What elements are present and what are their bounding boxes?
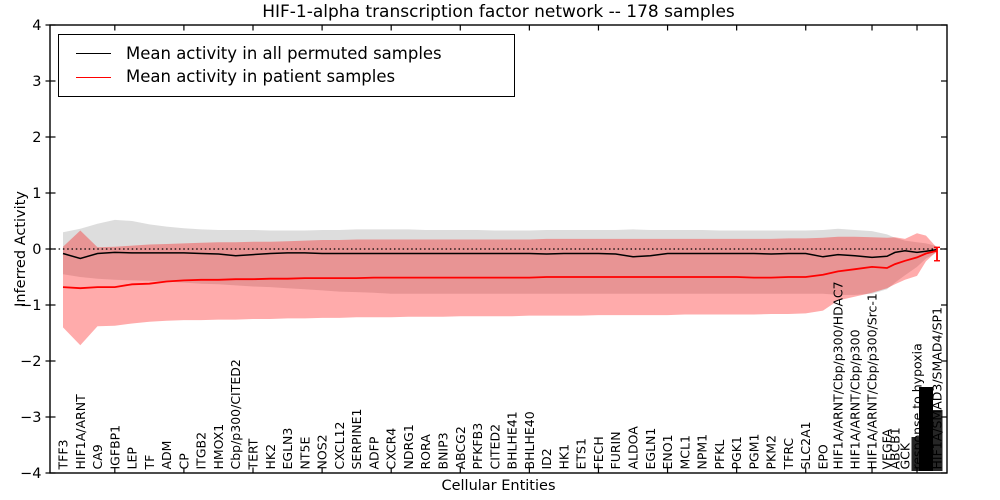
x-tick-label: BHLHE41 (505, 411, 520, 469)
x-tick-label: Cbp/p300/CITED2 (228, 359, 243, 469)
chart-title: HIF-1-alpha transcription factor network… (262, 2, 735, 22)
x-tick-label: ABCG2 (453, 426, 468, 469)
y-tick-label: 3 (32, 74, 41, 90)
x-tick-label: CXCL12 (332, 422, 347, 470)
x-tick-label: HIF1A/ARNT (73, 394, 88, 470)
x-tick-label: HIF1A/ARNT/Cbp/p300 (848, 329, 863, 469)
x-tick-label: HK1 (556, 444, 571, 470)
x-tick-label: IGFBP1 (107, 425, 122, 470)
y-axis-label: Inferred Activity (13, 191, 29, 307)
x-tick-label: TF (142, 455, 157, 471)
x-tick-label: PKM2 (764, 435, 779, 469)
x-tick-label: FECH (591, 436, 606, 469)
legend-line-sample-red (76, 76, 111, 78)
x-tick-label: PFKFB3 (470, 423, 485, 470)
y-tick-label: 0 (32, 242, 41, 258)
x-tick-label: HIF1A/ARNT/Cbp/p300/HDAC7 (831, 281, 846, 469)
x-tick-label: CXCR4 (384, 428, 399, 470)
x-tick-label: SERPINE1 (349, 409, 364, 470)
y-tick-label: 1 (32, 186, 41, 202)
patient-mean-line (62, 249, 938, 290)
x-tick-label: VEGFA (880, 428, 895, 469)
x-tick-label: TERT (246, 438, 261, 470)
x-tick-label: MCL1 (677, 435, 692, 469)
label-overprint (931, 410, 943, 471)
x-tick-label: HIF1A/ARNT/Cbp/p300/Src-1 (865, 293, 880, 469)
x-tick-label: PFKL (712, 440, 727, 470)
x-tick-label: LEP (125, 447, 140, 470)
unreadable-label-blob (919, 387, 933, 471)
x-tick-label: ABCB1 (888, 427, 903, 469)
x-tick-label: NT5E (297, 437, 312, 470)
y-tick-label: −1 (20, 298, 41, 314)
x-tick-label: SLC2A1 (798, 421, 813, 469)
x-tick-label: CA9 (90, 444, 105, 469)
x-tick-label: ID2 (539, 448, 554, 469)
x-axis-label: Cellular Entities (441, 478, 556, 494)
x-tick-label: BNIP3 (436, 432, 451, 469)
x-tick-label: CP (176, 453, 191, 470)
x-tick-label: ADM (159, 441, 174, 470)
x-tick-label: ENO1 (660, 434, 675, 469)
x-tick-label: RORA (418, 434, 433, 470)
x-tick-label: TFF3 (56, 440, 71, 471)
y-tick-label: −2 (20, 354, 41, 370)
x-tick-label: GCK (898, 442, 913, 469)
x-tick-label: EGLN1 (643, 428, 658, 470)
permuted-mean-line (62, 248, 938, 260)
y-tick-label: −3 (20, 410, 41, 426)
y-tick-label: 2 (32, 130, 41, 146)
y-tick-label: 4 (32, 18, 41, 34)
x-tick-label: NDRG1 (401, 424, 416, 469)
x-tick-label: NOS2 (315, 434, 330, 469)
x-tick-label: ITGB2 (194, 432, 209, 470)
x-tick-label: HMOX1 (211, 424, 226, 470)
legend-line-sample-black (76, 53, 111, 55)
y-tick-label: −4 (20, 466, 41, 482)
legend: Mean activity in all permuted samples Me… (58, 34, 515, 97)
x-tick-label: ALDOA (626, 426, 641, 470)
x-tick-label: EGLN3 (280, 428, 295, 470)
legend-label: Mean activity in patient samples (126, 67, 396, 86)
x-tick-label: CITED2 (487, 424, 502, 470)
x-tick-label: PGK1 (729, 436, 744, 469)
legend-item-permuted: Mean activity in all permuted samples (59, 43, 514, 63)
x-tick-label: FURIN (608, 431, 623, 469)
legend-item-patient: Mean activity in patient samples (59, 67, 514, 86)
x-tick-label: HK2 (263, 444, 278, 470)
x-tick-label: TFRC (781, 438, 796, 471)
x-tick-label: NPM1 (695, 434, 710, 470)
label-overprint (911, 437, 923, 471)
x-tick-label: ETS1 (574, 438, 589, 469)
x-tick-label: PGM1 (746, 434, 761, 470)
x-tick-label: EPO (816, 444, 831, 469)
patient-std-band (63, 230, 937, 346)
x-tick-label: BHLHE40 (522, 411, 537, 469)
x-tick-label: ADFP (366, 436, 381, 469)
legend-label: Mean activity in all permuted samples (126, 43, 442, 63)
